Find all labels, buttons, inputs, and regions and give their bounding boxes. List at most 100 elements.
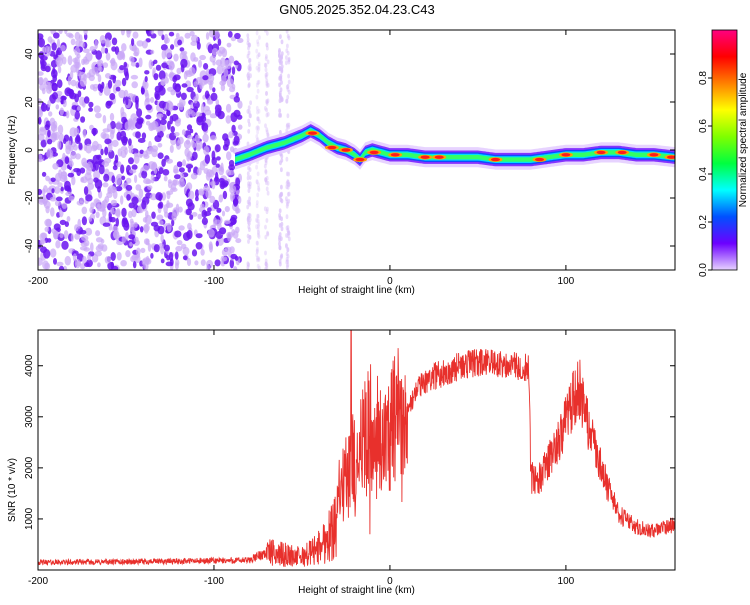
noise-speckle	[131, 196, 139, 205]
noise-speckle	[101, 160, 110, 167]
noise-speckle	[111, 46, 117, 52]
noise-speckle	[189, 30, 195, 37]
noise-speckle	[50, 207, 55, 217]
streak-dot	[264, 261, 268, 267]
streak-dot	[256, 116, 260, 121]
noise-speckle	[182, 255, 188, 261]
noise-speckle	[47, 81, 52, 89]
streak-dot	[256, 257, 259, 263]
noise-speckle	[213, 217, 217, 227]
streak-dot	[287, 89, 291, 95]
streak-dot	[255, 248, 259, 254]
noise-speckle	[194, 260, 199, 266]
streak-dot	[266, 180, 270, 186]
noise-speckle	[203, 185, 211, 192]
noise-speckle	[229, 191, 235, 202]
noise-speckle	[139, 226, 144, 233]
noise-speckle	[140, 87, 145, 95]
noise-speckle	[228, 169, 235, 176]
streak-dot	[279, 160, 282, 166]
streak-dot	[247, 82, 251, 88]
streak-dot	[279, 236, 283, 242]
noise-speckle	[120, 195, 124, 205]
top-y-tick-label: -20	[24, 190, 35, 205]
noise-speckle	[175, 32, 180, 40]
noise-speckle	[161, 192, 167, 201]
noise-speckle	[128, 148, 134, 154]
noise-speckle	[154, 85, 162, 93]
noise-speckle	[55, 56, 64, 67]
noise-speckle	[154, 135, 162, 143]
noise-speckle	[144, 214, 152, 225]
noise-speckle	[150, 97, 155, 103]
streak-dot	[256, 192, 260, 198]
streak-dot	[287, 73, 290, 79]
streak-dot	[280, 198, 284, 204]
noise-speckle	[57, 124, 64, 135]
noise-speckle	[174, 251, 179, 260]
streak-dot	[265, 54, 268, 59]
noise-speckle	[117, 51, 125, 60]
streak-dot	[247, 118, 251, 124]
noise-speckle	[74, 110, 80, 120]
streak-dot	[285, 84, 289, 90]
noise-speckle	[120, 150, 127, 158]
noise-speckle	[128, 157, 134, 165]
noise-speckle	[130, 56, 135, 64]
noise-speckle	[206, 263, 211, 270]
noise-speckle	[158, 70, 166, 80]
noise-speckle	[125, 71, 129, 81]
streak-dot	[285, 60, 288, 66]
noise-speckle	[166, 222, 172, 233]
noise-speckle	[142, 80, 149, 90]
noise-speckle	[144, 76, 148, 83]
streak-dot	[246, 171, 250, 177]
streak-dot	[285, 156, 289, 162]
top-y-tick-label: 20	[24, 96, 35, 108]
noise-speckle	[132, 31, 139, 39]
noise-speckle	[225, 115, 232, 124]
noise-speckle	[100, 131, 107, 139]
noise-speckle	[110, 120, 116, 130]
noise-speckle	[66, 216, 71, 222]
streak-dot	[264, 250, 267, 256]
noise-speckle	[215, 240, 219, 247]
noise-speckle	[70, 64, 78, 73]
top-x-axis-label: Height of straight line (km)	[298, 285, 415, 296]
streak-dot	[266, 231, 270, 237]
noise-speckle	[126, 30, 131, 38]
noise-speckle	[229, 217, 237, 225]
streak-dot	[266, 230, 269, 236]
noise-speckle	[138, 57, 143, 68]
noise-speckle	[125, 184, 133, 191]
noise-speckle	[100, 148, 104, 156]
noise-speckle	[233, 266, 238, 270]
noise-speckle	[58, 133, 64, 142]
noise-speckle	[135, 99, 139, 110]
streak-dot	[247, 220, 250, 225]
noise-speckle	[180, 50, 188, 56]
noise-speckle	[54, 199, 61, 207]
noise-speckle	[236, 114, 243, 120]
noise-speckle	[191, 212, 198, 217]
noise-speckle	[220, 255, 225, 264]
streak-dot	[246, 33, 250, 38]
streak-dot	[255, 94, 259, 100]
noise-speckle	[64, 156, 70, 165]
noise-speckle	[50, 177, 56, 183]
spectral-peak	[491, 157, 500, 162]
noise-speckle	[212, 60, 216, 66]
streak-dot	[246, 175, 250, 181]
noise-speckle	[38, 116, 42, 125]
noise-speckle	[125, 96, 129, 106]
streak-dot	[256, 88, 260, 94]
streak-dot	[257, 67, 261, 73]
noise-speckle	[95, 245, 104, 252]
streak-dot	[286, 184, 290, 190]
streak-dot	[287, 230, 291, 236]
noise-speckle	[170, 44, 175, 50]
noise-speckle	[218, 166, 225, 176]
streak-dot	[280, 67, 284, 73]
streak-dot	[257, 61, 261, 67]
